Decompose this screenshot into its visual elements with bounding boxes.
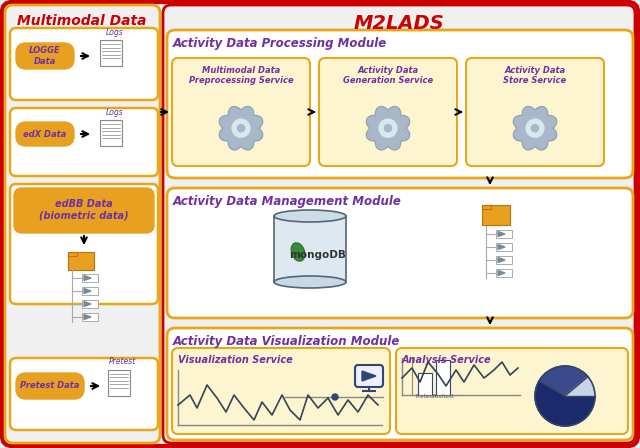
Polygon shape (498, 258, 505, 263)
FancyBboxPatch shape (496, 256, 512, 264)
Text: Multimodal Data: Multimodal Data (17, 14, 147, 28)
FancyBboxPatch shape (355, 365, 383, 387)
FancyBboxPatch shape (100, 40, 122, 66)
FancyBboxPatch shape (16, 43, 74, 69)
FancyBboxPatch shape (16, 373, 84, 399)
FancyBboxPatch shape (68, 252, 94, 270)
Polygon shape (366, 107, 410, 150)
FancyBboxPatch shape (14, 188, 154, 233)
Polygon shape (362, 371, 376, 381)
FancyBboxPatch shape (163, 5, 635, 443)
FancyBboxPatch shape (496, 269, 512, 277)
Text: Activity Data Processing Module: Activity Data Processing Module (173, 37, 387, 50)
Text: Logs: Logs (106, 108, 124, 116)
Text: Pretest Data: Pretest Data (20, 382, 80, 391)
Text: mongoDB: mongoDB (289, 250, 346, 260)
Text: edX Data: edX Data (24, 129, 67, 138)
Text: Activity Data Visualization Module: Activity Data Visualization Module (173, 335, 401, 348)
FancyBboxPatch shape (167, 30, 633, 178)
Polygon shape (498, 232, 505, 237)
FancyBboxPatch shape (482, 205, 491, 209)
Text: M2LADS: M2LADS (354, 14, 444, 33)
Bar (436, 360, 450, 395)
Ellipse shape (274, 276, 346, 288)
Polygon shape (84, 289, 91, 293)
Text: Posttest: Posttest (432, 394, 454, 399)
FancyBboxPatch shape (10, 184, 158, 304)
FancyBboxPatch shape (82, 274, 98, 282)
FancyBboxPatch shape (82, 300, 98, 308)
Circle shape (531, 125, 539, 132)
Polygon shape (498, 271, 505, 276)
Polygon shape (498, 245, 505, 250)
FancyBboxPatch shape (100, 120, 122, 146)
Text: Activity Data
Generation Service: Activity Data Generation Service (343, 66, 433, 86)
FancyBboxPatch shape (108, 370, 130, 396)
FancyBboxPatch shape (10, 108, 158, 176)
Polygon shape (565, 377, 595, 396)
FancyBboxPatch shape (396, 348, 628, 434)
Text: Logs: Logs (106, 27, 124, 36)
Circle shape (232, 119, 250, 137)
FancyBboxPatch shape (172, 58, 310, 166)
Text: Activity Data
Store Service: Activity Data Store Service (504, 66, 566, 86)
FancyBboxPatch shape (482, 205, 510, 225)
Bar (418, 373, 432, 395)
FancyBboxPatch shape (496, 243, 512, 251)
FancyBboxPatch shape (466, 58, 604, 166)
Polygon shape (220, 107, 262, 150)
Polygon shape (539, 366, 588, 396)
Polygon shape (84, 276, 91, 280)
Circle shape (526, 119, 544, 137)
Text: Pretest: Pretest (108, 358, 136, 366)
Text: Visualization Service: Visualization Service (178, 355, 292, 365)
Circle shape (237, 125, 244, 132)
Circle shape (379, 119, 397, 137)
FancyBboxPatch shape (10, 28, 158, 100)
Ellipse shape (291, 243, 305, 261)
Circle shape (332, 394, 338, 400)
FancyBboxPatch shape (5, 5, 160, 443)
FancyBboxPatch shape (274, 216, 346, 282)
Text: Pretest: Pretest (415, 394, 435, 399)
FancyBboxPatch shape (496, 230, 512, 238)
Polygon shape (84, 302, 91, 306)
Text: Analysis Service: Analysis Service (402, 355, 492, 365)
FancyBboxPatch shape (68, 252, 77, 256)
FancyBboxPatch shape (319, 58, 457, 166)
FancyBboxPatch shape (82, 287, 98, 295)
Polygon shape (513, 107, 557, 150)
FancyBboxPatch shape (16, 122, 74, 146)
FancyBboxPatch shape (172, 348, 390, 434)
Text: Activity Data Management Module: Activity Data Management Module (173, 195, 402, 208)
Text: edBB Data
(biometric data): edBB Data (biometric data) (39, 199, 129, 221)
FancyBboxPatch shape (10, 358, 158, 430)
Ellipse shape (274, 210, 346, 222)
FancyBboxPatch shape (167, 188, 633, 318)
Circle shape (385, 125, 392, 132)
Polygon shape (84, 314, 91, 319)
Text: LOGGE
Data: LOGGE Data (29, 46, 61, 66)
Text: Multimodal Data
Preprocessing Service: Multimodal Data Preprocessing Service (189, 66, 293, 86)
Polygon shape (535, 381, 595, 426)
FancyBboxPatch shape (167, 328, 633, 440)
FancyBboxPatch shape (82, 313, 98, 321)
